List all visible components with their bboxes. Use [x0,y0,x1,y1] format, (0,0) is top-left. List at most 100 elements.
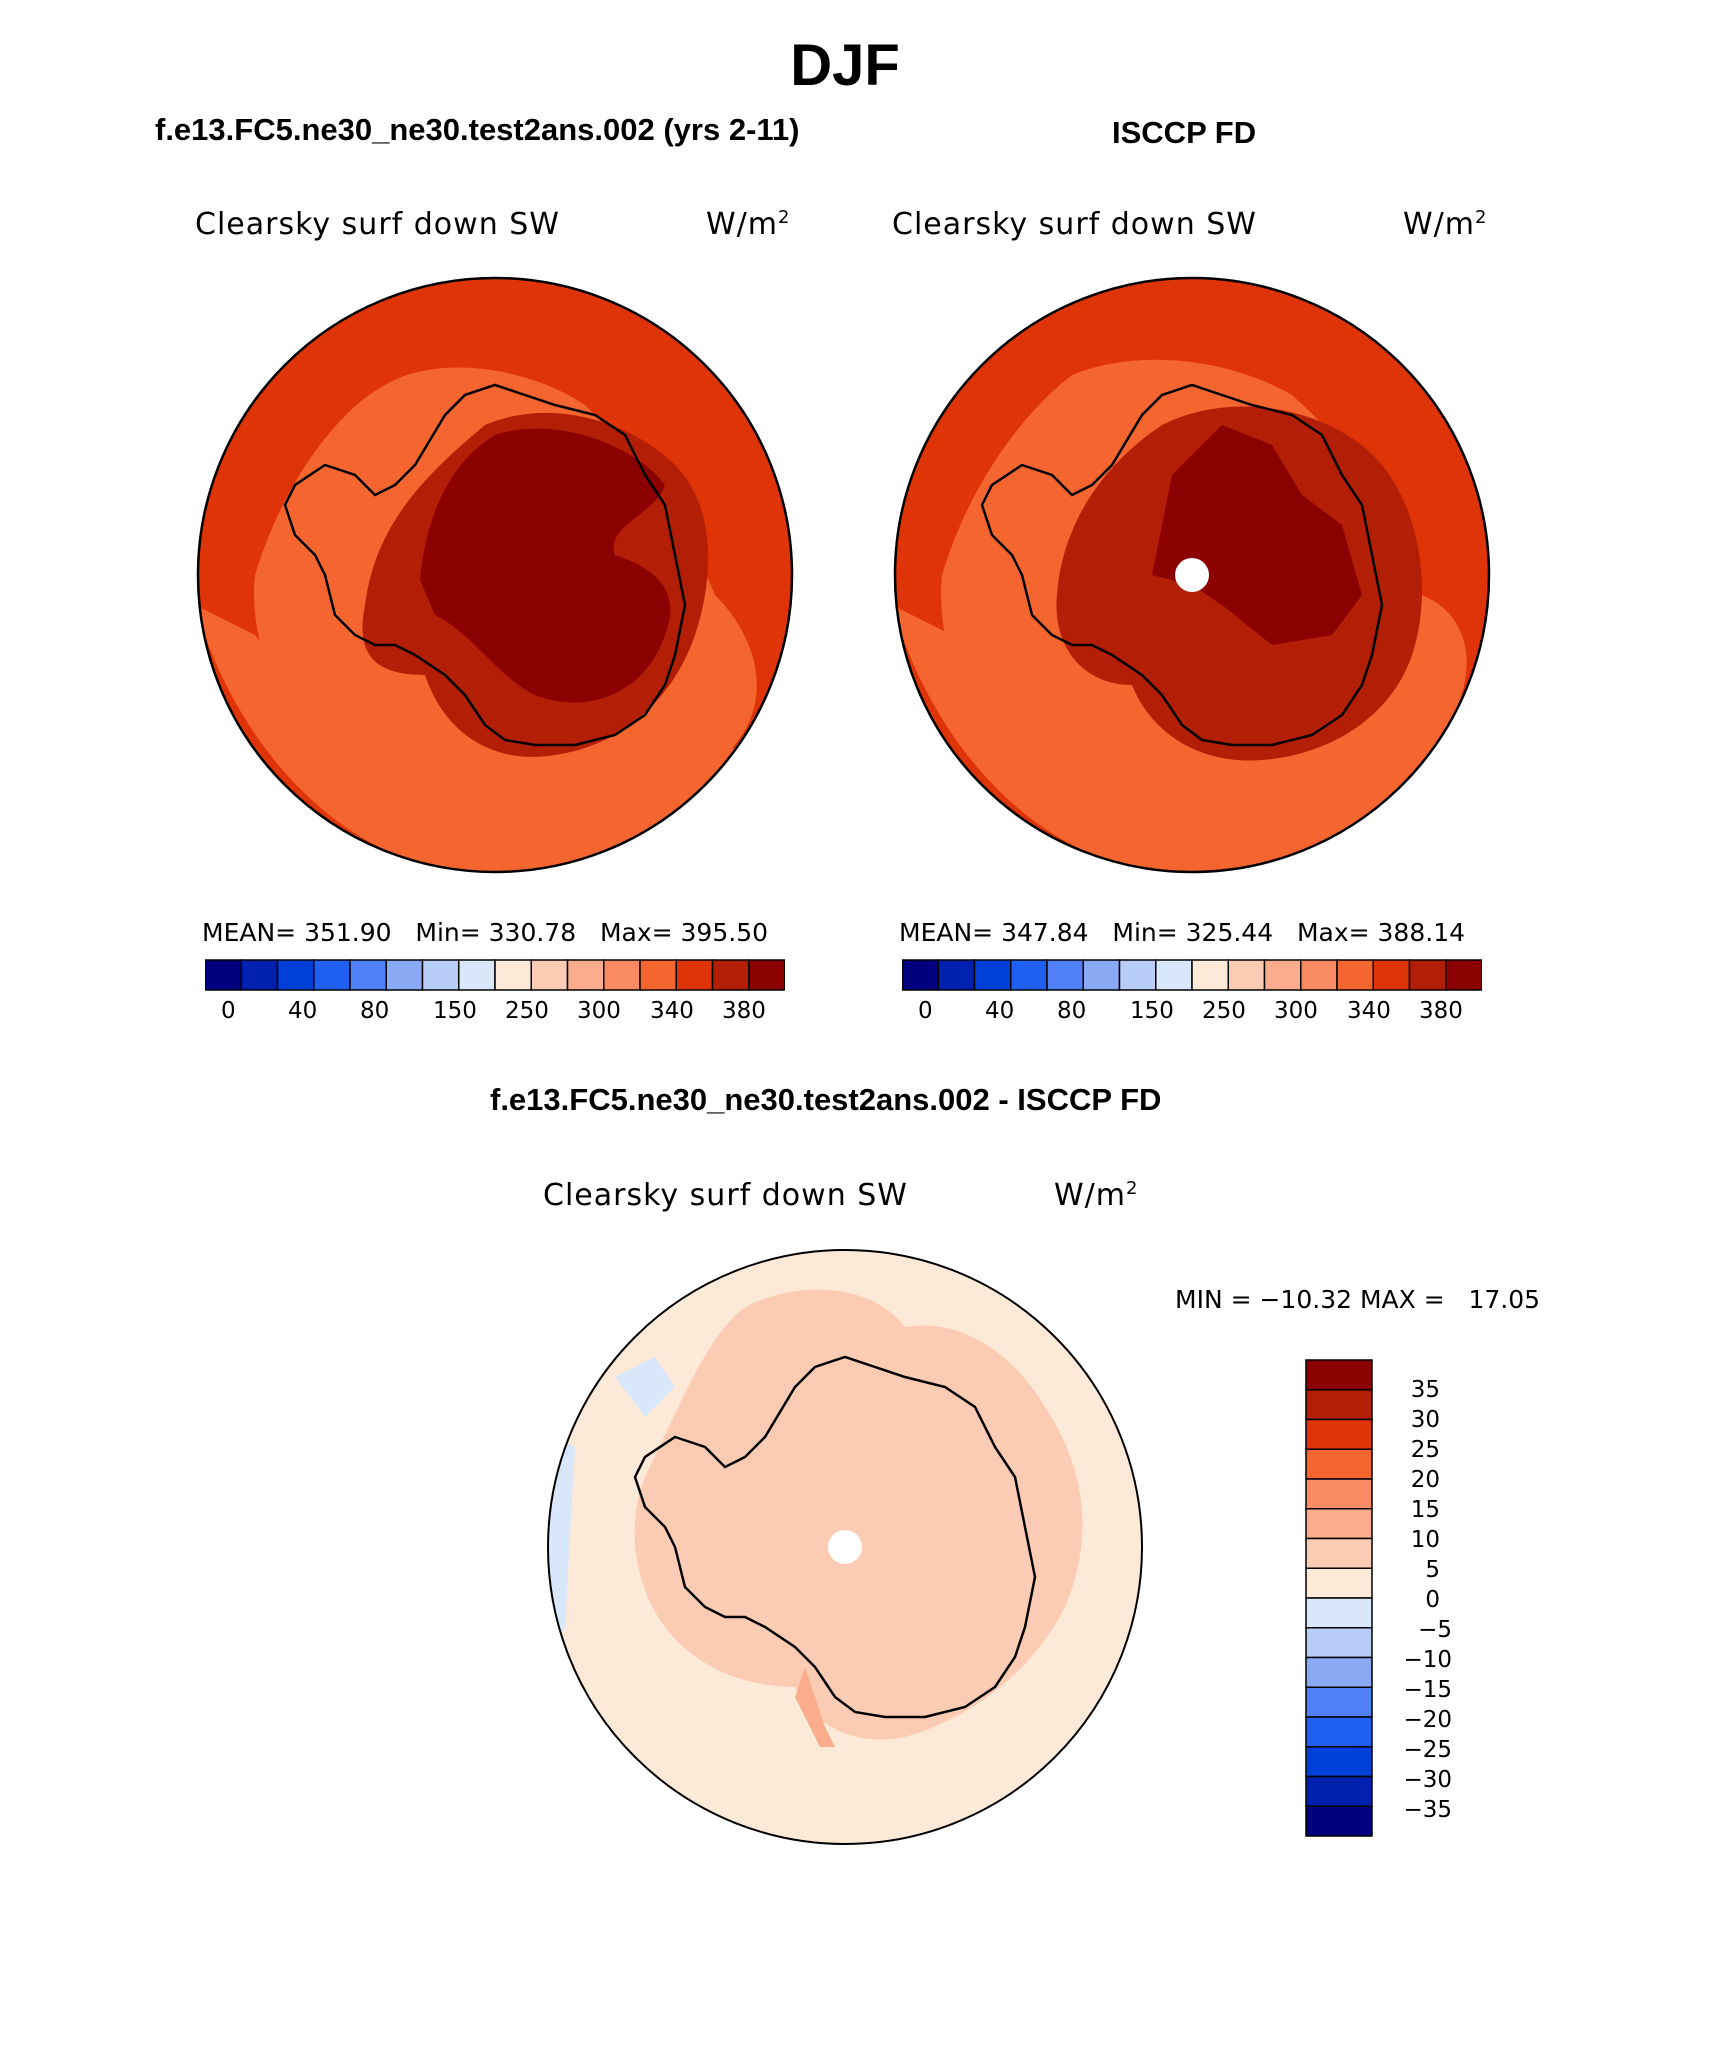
tick-label: 35 [1410,1377,1440,1403]
tick-label: 340 [650,998,694,1024]
map-positive-strip [795,1667,835,1747]
right-polar-map [893,276,1491,874]
tick-label: −25 [1403,1737,1452,1763]
tick-label: 20 [1410,1467,1440,1493]
colorbar-swatch [385,959,424,991]
colorbar-swatch [276,959,315,991]
tick-label: 150 [1130,998,1174,1024]
colorbar-swatch [902,959,939,991]
colorbar-swatch [973,959,1012,991]
colorbar-swatch [421,959,460,991]
tick-label: 150 [433,998,477,1024]
colorbar-swatch [494,959,532,991]
right-stats-line: MEAN= 347.84 Min= 325.44 Max= 388.14 [899,918,1466,947]
colorbar-swatch [1305,1597,1373,1629]
tick-label: 250 [505,998,549,1024]
colorbar-swatch [1445,959,1482,991]
colorbar-swatch [1305,1656,1373,1688]
colorbar-swatch [458,959,496,991]
colorbar-swatch [1118,959,1157,991]
colorbar-swatch [639,959,677,991]
left-colorbar-ticks: 0 40 80 150 250 300 340 380 [205,998,785,1028]
colorbar-swatch [603,959,641,991]
diff-case-title: f.e13.FC5.ne30_ne30.test2ans.002 - ISCCP… [490,1082,1162,1117]
tick-label: 25 [1410,1437,1440,1463]
colorbar-swatch [205,959,242,991]
diff-colorbar [1305,1359,1373,1837]
colorbar-swatch [240,959,279,991]
colorbar-swatch [1227,959,1266,991]
colorbar-swatch [1305,1686,1373,1718]
colorbar-swatch [1263,959,1302,991]
tick-label: 80 [1057,998,1087,1024]
diff-minmax-line: MIN = −10.32 MAX = 17.05 [1175,1285,1541,1314]
left-units-label: W/m2 [706,207,791,242]
map-band-ocean-lower [895,605,1472,872]
map-band-ocean-lower [198,605,775,872]
colorbar-swatch [1408,959,1447,991]
tick-label: 300 [577,998,621,1024]
colorbar-swatch [748,959,785,991]
colorbar-swatch [711,959,750,991]
tick-label: 340 [1347,998,1391,1024]
colorbar-swatch [1305,1359,1373,1391]
colorbar-swatch [1155,959,1193,991]
tick-label: 0 [221,998,236,1024]
colorbar-swatch [566,959,605,991]
tick-label: 300 [1274,998,1318,1024]
tick-label: 10 [1410,1527,1440,1553]
diff-polar-map [547,1249,1143,1845]
tick-label: 30 [1410,1407,1440,1433]
colorbar-swatch [1300,959,1338,991]
tick-label: 0 [918,998,933,1024]
colorbar-swatch [1305,1805,1373,1837]
colorbar-swatch [1336,959,1374,991]
missing-data-pole [1175,558,1209,592]
tick-label: 40 [985,998,1015,1024]
left-colorbar [205,959,785,991]
colorbar-swatch [1082,959,1121,991]
colorbar-swatch [1046,959,1084,991]
colorbar-swatch [530,959,569,991]
left-stats-line: MEAN= 351.90 Min= 330.78 Max= 395.50 [202,918,769,947]
right-case-title: ISCCP FD [1112,115,1257,150]
colorbar-swatch [675,959,714,991]
map-positive-region [634,1289,1083,1740]
colorbar-swatch [1305,1478,1373,1510]
missing-data-pole [828,1530,862,1564]
tick-label: 0 [1425,1587,1440,1613]
colorbar-swatch [1305,1418,1373,1450]
tick-label: 80 [360,998,390,1024]
right-units-label: W/m2 [1403,207,1488,242]
diff-units-label: W/m2 [1054,1178,1139,1213]
colorbar-swatch [1305,1448,1373,1480]
colorbar-swatch [1191,959,1229,991]
right-variable-label: Clearsky surf down SW [892,207,1257,242]
colorbar-swatch [313,959,351,991]
colorbar-swatch [349,959,387,991]
colorbar-swatch [1305,1508,1373,1540]
tick-label: −15 [1403,1677,1452,1703]
antarctica-coastline [980,383,1384,747]
tick-label: −30 [1403,1767,1452,1793]
tick-label: 15 [1410,1497,1440,1523]
colorbar-swatch [1372,959,1411,991]
right-colorbar-ticks: 0 40 80 150 250 300 340 380 [902,998,1482,1028]
tick-label: −35 [1403,1797,1452,1823]
map-band-interior [420,428,671,703]
right-colorbar [902,959,1482,991]
tick-label: 380 [722,998,766,1024]
tick-label: 5 [1425,1557,1440,1583]
colorbar-swatch [1305,1746,1373,1778]
map-band-interior [1152,425,1362,645]
diff-variable-label: Clearsky surf down SW [543,1178,908,1213]
tick-label: −10 [1403,1647,1452,1673]
tick-label: 250 [1202,998,1246,1024]
colorbar-swatch [937,959,976,991]
diff-colorbar-ticks: 35 30 25 20 15 10 5 0 −5 −10 −15 −20 −25… [1386,1358,1456,1838]
antarctica-coastline [283,383,687,747]
colorbar-swatch [1305,1537,1373,1569]
colorbar-swatch [1305,1775,1373,1807]
tick-label: 380 [1419,998,1463,1024]
antarctica-coastline [633,1355,1037,1719]
